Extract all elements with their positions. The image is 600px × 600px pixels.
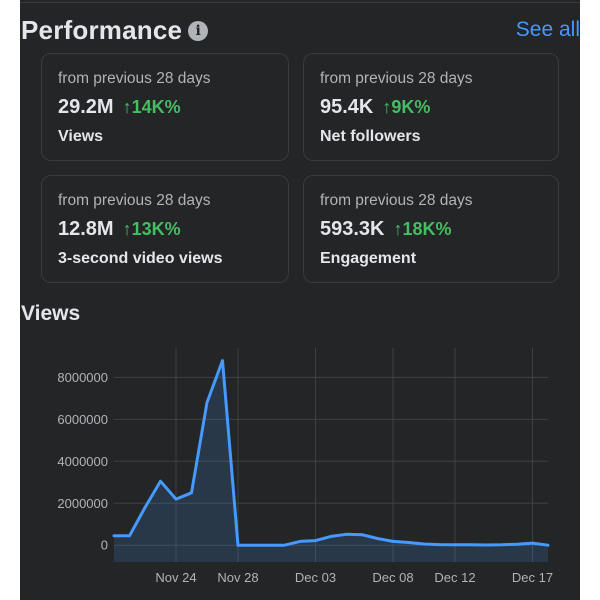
views-chart-title: Views bbox=[21, 302, 81, 325]
metric-card-3-second-video-views[interactable]: from previous 28 days 12.8M ↑13K% 3-seco… bbox=[41, 175, 289, 283]
top-divider bbox=[20, 2, 580, 3]
card-label: Net followers bbox=[320, 128, 421, 145]
performance-title: Performance bbox=[21, 14, 183, 45]
card-value-row: 95.4K ↑9K% bbox=[320, 96, 558, 120]
views-line-chart[interactable]: 8000000 6000000 4000000 2000000 0 Nov 24 Nov 2… bbox=[0, 340, 600, 600]
card-value-row: 593.3K ↑18K% bbox=[320, 218, 558, 242]
card-value-row: 29.2M ↑14K% bbox=[58, 96, 288, 120]
x-tick-label: Dec 08 bbox=[372, 570, 413, 585]
views-series-line bbox=[112, 359, 550, 547]
card-period: from previous 28 days bbox=[58, 192, 211, 209]
metric-card-views[interactable]: from previous 28 days 29.2M ↑14K% Views bbox=[41, 53, 289, 161]
card-label: 3-second video views bbox=[58, 250, 223, 267]
performance-header: Performance i See all bbox=[21, 10, 580, 50]
x-tick-label: Dec 03 bbox=[295, 570, 336, 585]
y-tick-label: 6000000 bbox=[57, 412, 108, 427]
info-icon[interactable]: i bbox=[188, 21, 209, 41]
card-change: ↑14K% bbox=[122, 97, 181, 117]
x-tick-label: Dec 12 bbox=[434, 570, 475, 585]
y-tick-label: 2000000 bbox=[57, 496, 108, 511]
card-label: Views bbox=[58, 128, 104, 145]
card-change: ↑13K% bbox=[122, 219, 181, 239]
y-tick-label: 4000000 bbox=[57, 454, 108, 469]
views-area-fill bbox=[114, 360, 548, 562]
x-tick-label: Nov 28 bbox=[217, 570, 258, 585]
card-change: ↑18K% bbox=[393, 219, 452, 239]
card-value: 29.2M bbox=[58, 96, 114, 118]
metric-card-net-followers[interactable]: from previous 28 days 95.4K ↑9K% Net fol… bbox=[303, 53, 559, 161]
card-period: from previous 28 days bbox=[58, 70, 211, 87]
title-wrap: Performance i bbox=[21, 14, 209, 46]
x-tick-label: Nov 24 bbox=[155, 570, 196, 585]
card-value: 593.3K bbox=[320, 218, 385, 240]
card-label: Engagement bbox=[320, 250, 417, 267]
card-period: from previous 28 days bbox=[320, 192, 473, 209]
card-value-row: 12.8M ↑13K% bbox=[58, 218, 288, 242]
metric-card-engagement[interactable]: from previous 28 days 593.3K ↑18K% Engag… bbox=[303, 175, 559, 283]
see-all-link[interactable]: See all bbox=[515, 18, 580, 41]
card-value: 12.8M bbox=[58, 218, 114, 240]
y-tick-label: 8000000 bbox=[57, 370, 108, 385]
card-period: from previous 28 days bbox=[320, 70, 473, 87]
x-tick-label: Dec 17 bbox=[512, 570, 553, 585]
y-tick-label: 0 bbox=[101, 538, 108, 553]
card-change: ↑9K% bbox=[382, 97, 431, 117]
card-value: 95.4K bbox=[320, 96, 374, 118]
